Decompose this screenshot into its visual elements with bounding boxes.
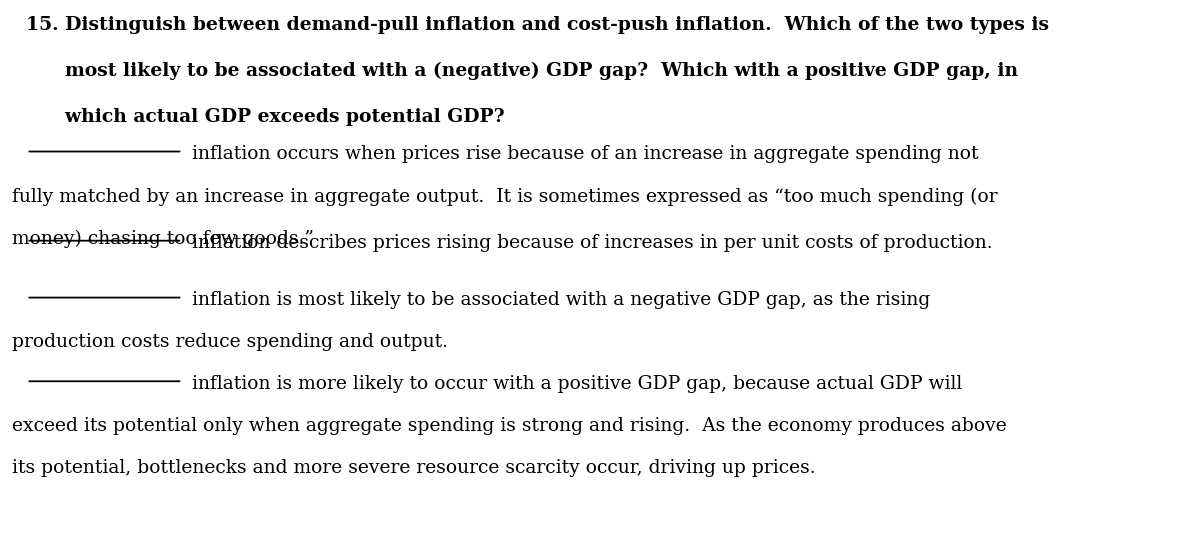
Text: which actual GDP exceeds potential GDP?: which actual GDP exceeds potential GDP? xyxy=(26,108,505,126)
Text: 15. Distinguish between demand-pull inflation and cost-push inflation.  Which of: 15. Distinguish between demand-pull infl… xyxy=(26,16,1050,34)
Text: production costs reduce spending and output.: production costs reduce spending and out… xyxy=(12,333,448,351)
Text: inflation is more likely to occur with a positive GDP gap, because actual GDP wi: inflation is more likely to occur with a… xyxy=(186,375,962,393)
Text: exceed its potential only when aggregate spending is strong and rising.  As the : exceed its potential only when aggregate… xyxy=(12,417,1007,435)
Text: its potential, bottlenecks and more severe resource scarcity occur, driving up p: its potential, bottlenecks and more seve… xyxy=(12,459,816,478)
Text: inflation occurs when prices rise because of an increase in aggregate spending n: inflation occurs when prices rise becaus… xyxy=(186,145,978,163)
Text: fully matched by an increase in aggregate output.  It is sometimes expressed as : fully matched by an increase in aggregat… xyxy=(12,187,997,206)
Text: inflation describes prices rising because of increases in per unit costs of prod: inflation describes prices rising becaus… xyxy=(186,234,992,252)
Text: money) chasing too few goods.”: money) chasing too few goods.” xyxy=(12,230,314,248)
Text: inflation is most likely to be associated with a negative GDP gap, as the rising: inflation is most likely to be associate… xyxy=(186,291,930,309)
Text: most likely to be associated with a (negative) GDP gap?  Which with a positive G: most likely to be associated with a (neg… xyxy=(26,62,1019,80)
